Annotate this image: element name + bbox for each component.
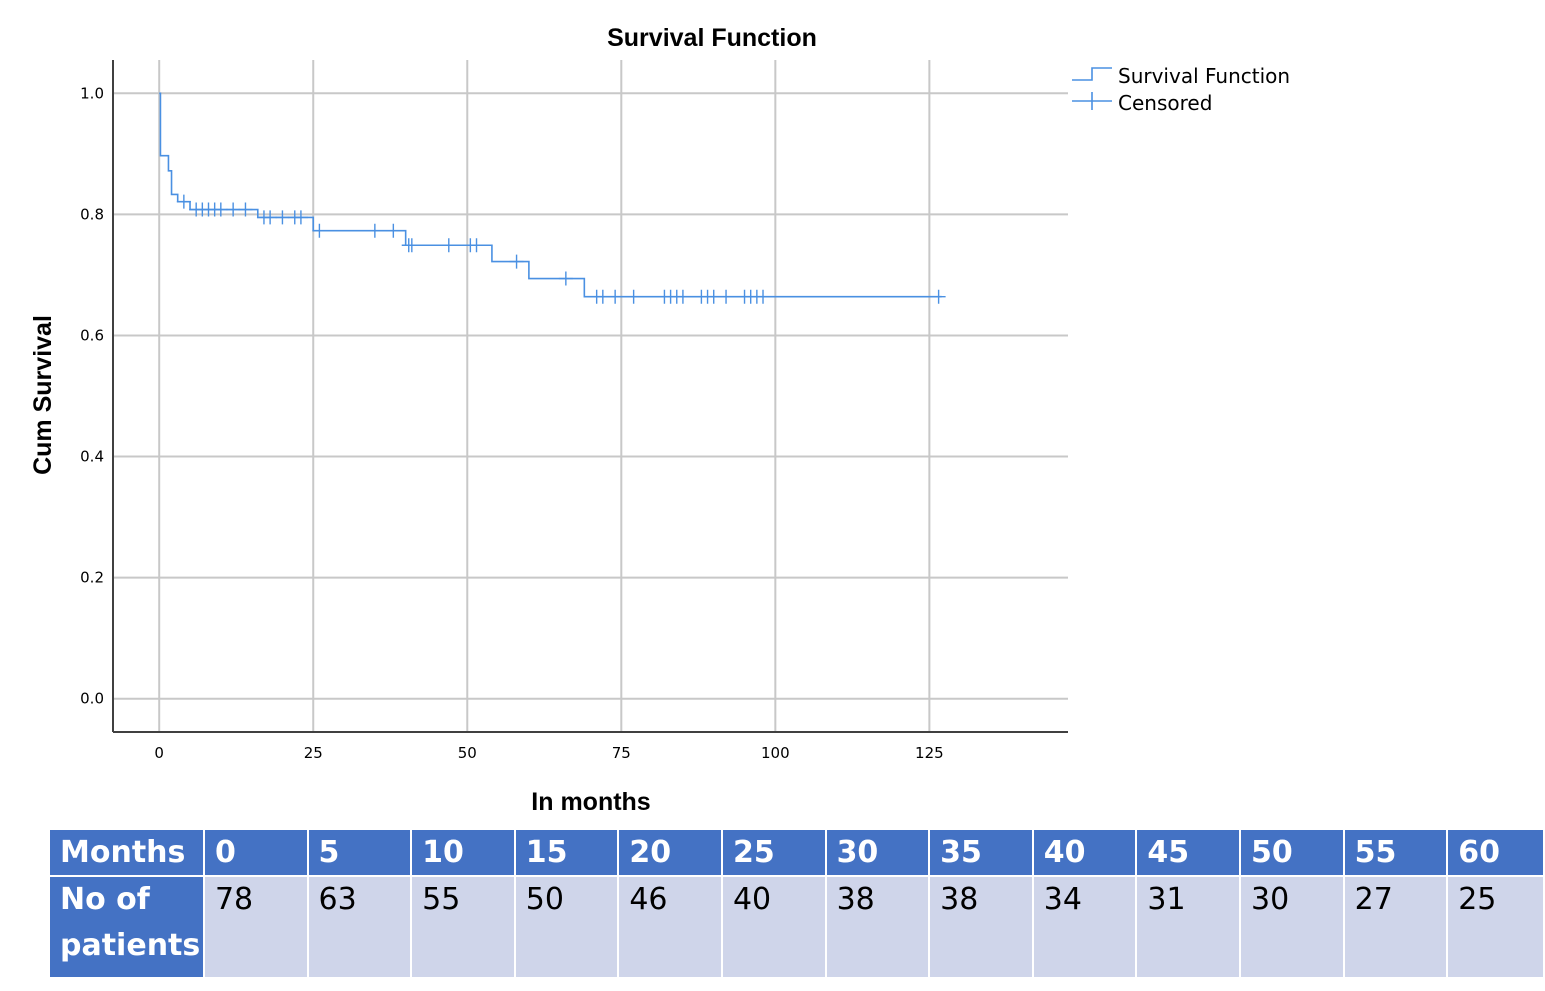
month-cell: 5 <box>306 828 413 877</box>
censor-marker <box>226 202 241 217</box>
survival-chart: Survival Function 0 25 50 75 100 125 0.0 0.2 0.4… <box>29 24 1290 816</box>
month-cell: 25 <box>720 828 827 877</box>
censor-marker <box>469 238 484 253</box>
x-axis-label: In months <box>531 788 650 816</box>
legend-step-swatch <box>1072 67 1112 81</box>
x-tick-label: 0 <box>154 744 164 762</box>
censor-marker <box>213 202 228 217</box>
censor-marker <box>595 289 610 304</box>
month-cell: 30 <box>824 828 931 877</box>
legend: Survival Function Censored <box>1072 64 1290 115</box>
risk-table-values-row: No of patients 78 63 55 50 46 40 38 38 3… <box>48 875 1545 979</box>
patients-cell: 31 <box>1135 875 1241 979</box>
censor-marker <box>404 238 419 253</box>
patients-cell: 30 <box>1239 875 1345 979</box>
censor-marker <box>312 223 327 238</box>
x-tick-label: 25 <box>304 744 323 762</box>
x-tick-label: 50 <box>458 744 477 762</box>
censor-marker <box>293 210 308 225</box>
censor-marker <box>509 254 524 269</box>
censor-marker <box>275 210 290 225</box>
legend-censor-swatch <box>1072 92 1112 110</box>
patients-cell: 63 <box>306 875 413 979</box>
axes <box>112 60 1068 733</box>
y-tick-label: 1.0 <box>80 84 104 102</box>
censor-marker <box>263 210 278 225</box>
y-tick-label: 0.2 <box>80 569 104 587</box>
patients-cell: 34 <box>1031 875 1138 979</box>
censor-marker <box>756 289 771 304</box>
month-cell: 45 <box>1135 828 1241 877</box>
censor-marker <box>176 194 191 209</box>
patients-cell: 38 <box>824 875 931 979</box>
month-cell: 0 <box>202 828 309 877</box>
month-cell: 10 <box>410 828 516 877</box>
legend-survival-function: Survival Function <box>1118 64 1290 88</box>
censor-marker <box>675 289 690 304</box>
month-cell: 35 <box>928 828 1034 877</box>
y-tick-label: 0.8 <box>80 205 104 223</box>
y-tick-label: 0.4 <box>80 448 104 466</box>
series-layer <box>159 92 946 304</box>
y-tick-label: 0.0 <box>80 690 104 708</box>
risk-table-row-label: No of patients <box>48 875 205 979</box>
censor-marker <box>931 289 946 304</box>
chart-title: Survival Function <box>607 24 817 52</box>
y-axis-label: Cum Survival <box>29 315 57 475</box>
patients-cell: 46 <box>617 875 723 979</box>
censor-marker <box>367 223 382 238</box>
grid <box>113 60 1068 732</box>
censor-marker <box>626 289 641 304</box>
month-cell: 15 <box>513 828 620 877</box>
y-tick-label: 0.6 <box>80 326 104 344</box>
x-tick-label: 75 <box>612 744 631 762</box>
risk-table-header-row: Months 0 5 10 15 20 25 30 35 40 45 50 55… <box>48 828 1545 877</box>
patients-cell: 55 <box>410 875 516 979</box>
risk-table: Months 0 5 10 15 20 25 30 35 40 45 50 55… <box>48 828 1545 979</box>
survival-step-line <box>159 92 942 298</box>
legend-censored: Censored <box>1118 91 1212 115</box>
censor-marker <box>719 289 734 304</box>
censor-marker <box>441 238 456 253</box>
patients-cell: 27 <box>1342 875 1449 979</box>
x-tick-label: 100 <box>761 744 790 762</box>
patients-cell: 50 <box>513 875 620 979</box>
censor-marker <box>558 271 573 286</box>
month-cell: 55 <box>1342 828 1449 877</box>
month-cell: 60 <box>1446 828 1545 877</box>
month-cell: 20 <box>617 828 723 877</box>
patients-cell: 40 <box>720 875 827 979</box>
patients-cell: 25 <box>1446 875 1545 979</box>
censor-marker <box>386 223 401 238</box>
censor-marker <box>706 289 721 304</box>
month-cell: 40 <box>1031 828 1138 877</box>
risk-table-header-label: Months <box>48 828 205 877</box>
month-cell: 50 <box>1239 828 1345 877</box>
x-tick-label: 125 <box>915 744 944 762</box>
censor-marker <box>238 202 253 217</box>
patients-cell: 38 <box>928 875 1034 979</box>
patients-cell: 78 <box>202 875 309 979</box>
tick-labels: 0 25 50 75 100 125 0.0 0.2 0.4 0.6 0.8 1.0 <box>80 84 944 762</box>
censor-marker <box>608 289 623 304</box>
